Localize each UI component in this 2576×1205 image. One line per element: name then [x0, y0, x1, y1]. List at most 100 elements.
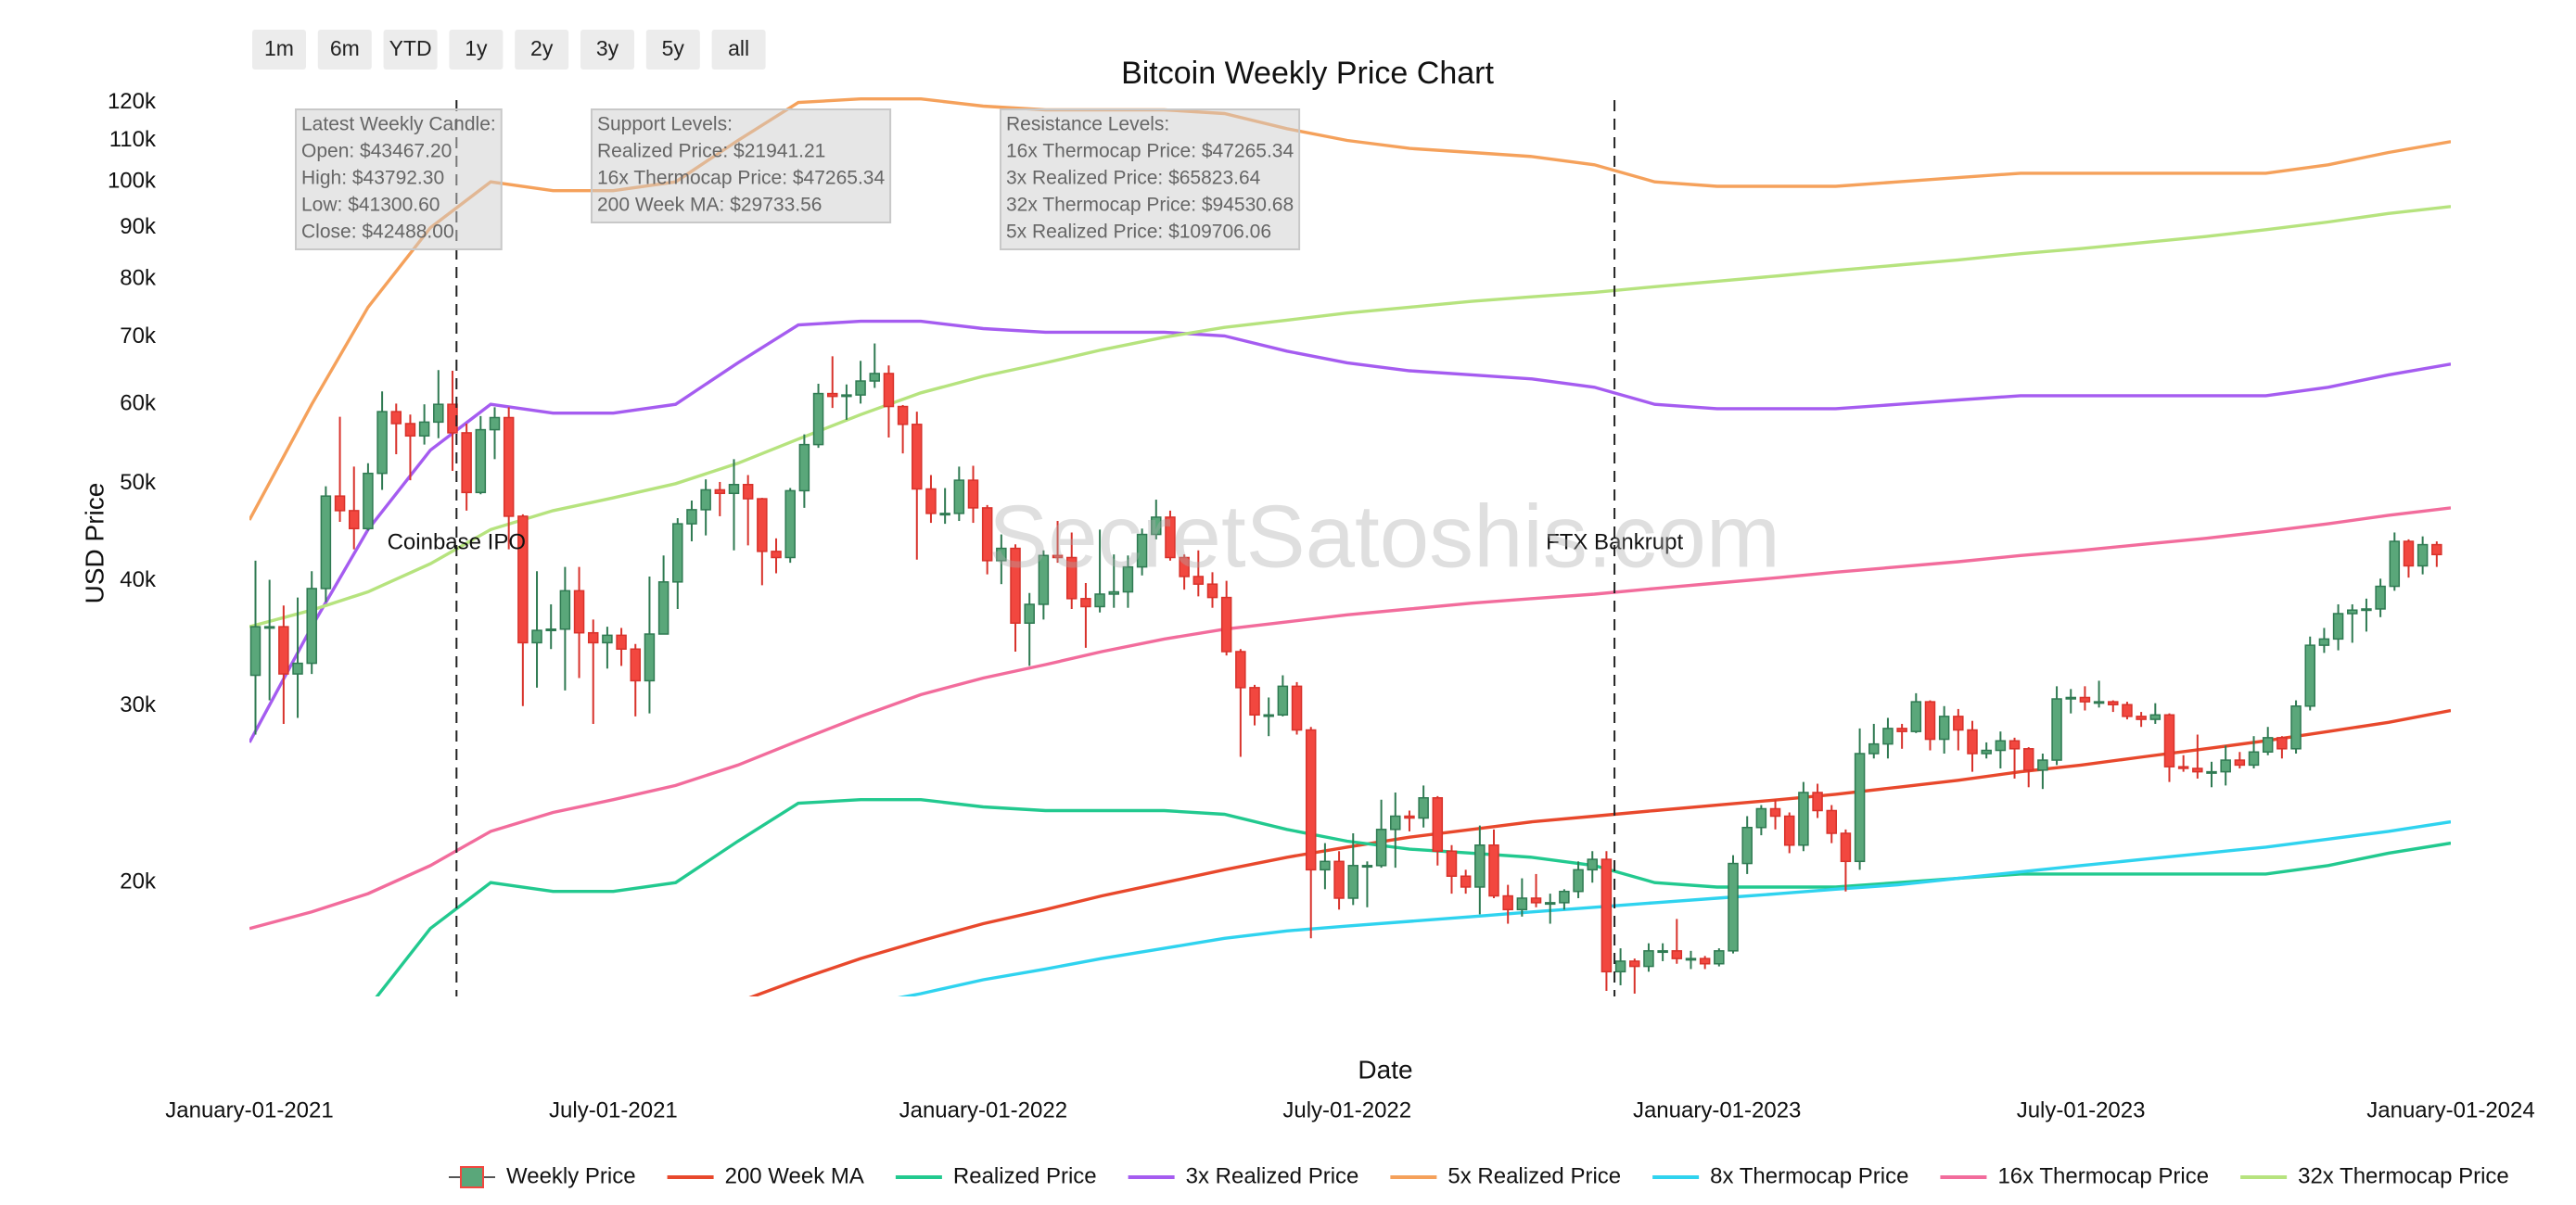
candle-body	[1671, 950, 1683, 959]
candle-body	[418, 421, 430, 438]
candle-body	[517, 515, 529, 644]
candle-body	[1967, 729, 1978, 755]
candle-body	[1614, 960, 1626, 973]
candle-body	[320, 495, 332, 590]
candle-body	[1320, 860, 1331, 871]
range-button-label[interactable]: all	[728, 36, 749, 60]
range-button[interactable]: all	[711, 30, 766, 70]
candle-body	[2108, 701, 2119, 705]
x-tick-label: July-01-2022	[1282, 1097, 1411, 1123]
candle-body	[1446, 850, 1458, 877]
candle-body	[1714, 950, 1725, 965]
range-button[interactable]: YTD	[383, 30, 438, 70]
range-button[interactable]: 2y	[515, 30, 569, 70]
range-button-bg[interactable]	[449, 30, 504, 70]
candle-body	[826, 392, 838, 398]
candle-body	[2192, 767, 2203, 773]
range-button[interactable]: 1y	[449, 30, 504, 70]
range-button-label[interactable]: 3y	[596, 36, 619, 60]
candle-body	[433, 403, 444, 424]
x-tick-label: January-01-2022	[899, 1097, 1067, 1123]
candle-body	[784, 489, 796, 559]
range-button-label[interactable]: 1m	[264, 36, 294, 60]
lines-layer	[249, 97, 2451, 996]
info-box-title: Resistance Levels:	[1006, 114, 1169, 135]
range-button-bg[interactable]	[383, 30, 438, 70]
range-button-label[interactable]: 2y	[530, 36, 554, 60]
candle-body	[672, 523, 683, 583]
candle-body	[1249, 687, 1260, 717]
candle-body	[2304, 644, 2315, 707]
candle-body	[2417, 543, 2429, 567]
range-button-bg[interactable]	[711, 30, 766, 70]
candle-body	[306, 588, 317, 665]
range-button-bg[interactable]	[317, 30, 372, 70]
range-button[interactable]: 1m	[252, 30, 306, 70]
range-button-bg[interactable]	[645, 30, 700, 70]
candle-body	[489, 416, 501, 431]
candle-body	[1094, 593, 1105, 608]
range-button[interactable]: 6m	[317, 30, 372, 70]
candle-body	[2318, 638, 2330, 646]
candle-body	[841, 394, 852, 398]
candle-body	[1685, 958, 1697, 961]
range-button-bg[interactable]	[580, 30, 634, 70]
candle-body	[1573, 869, 1584, 893]
candle-body	[348, 510, 360, 530]
candle-body	[1122, 565, 1134, 593]
candle-body	[2361, 608, 2372, 612]
range-button-label[interactable]: 1y	[465, 36, 488, 60]
info-box-line: 5x Realized Price: $109706.06	[1006, 222, 1271, 243]
legend-label: 32x Thermocap Price	[2298, 1163, 2509, 1188]
candle-body	[475, 428, 487, 494]
candle-body	[714, 488, 726, 495]
candle-body	[1108, 590, 1120, 595]
candle-body	[771, 551, 782, 559]
candle-body	[292, 662, 303, 675]
candle-body	[855, 380, 866, 396]
candle-body	[2403, 540, 2415, 567]
candle-body	[363, 472, 374, 530]
candle-body	[278, 626, 289, 675]
candle-body	[1460, 875, 1472, 888]
range-button[interactable]: 3y	[580, 30, 634, 70]
candle-body	[531, 629, 542, 644]
candle-body	[587, 631, 599, 644]
range-button-label[interactable]: YTD	[389, 36, 432, 60]
info-box-line: Realized Price: $21941.21	[597, 141, 825, 162]
candle-body	[1699, 958, 1711, 965]
candle-body	[1587, 858, 1598, 871]
event-label: Coinbase IPO	[388, 529, 526, 554]
range-button-label[interactable]: 6m	[330, 36, 360, 60]
candle-body	[1220, 596, 1232, 653]
candle-body	[1192, 576, 1205, 585]
candle-body	[1600, 858, 1613, 973]
indicator-line	[748, 708, 2451, 996]
info-box-line: Low: $41300.60	[301, 195, 440, 216]
candle-body	[1516, 897, 1528, 911]
candle-body	[630, 648, 642, 682]
candle-body	[1418, 797, 1429, 819]
indicator-line	[249, 319, 2451, 743]
candle-body	[1882, 728, 1894, 745]
range-button-bg[interactable]	[515, 30, 569, 70]
candle-body	[1530, 897, 1542, 904]
candle-body	[2177, 766, 2189, 769]
candle-body	[1643, 950, 1654, 968]
candle-body	[1235, 651, 1246, 689]
info-box-bg	[591, 108, 892, 223]
info-box-line: 16x Thermocap Price: $47265.34	[1006, 141, 1294, 162]
candle-body	[939, 513, 950, 516]
candle-body	[1404, 815, 1415, 819]
range-button-bg[interactable]	[252, 30, 306, 70]
candle-body	[1953, 716, 1964, 731]
legend-label: Realized Price	[953, 1163, 1097, 1188]
info-box-line: 200 Week MA: $29733.56	[597, 195, 822, 216]
x-tick-label: July-01-2023	[2017, 1097, 2146, 1123]
event-label: FTX Bankrupt	[1546, 529, 1683, 554]
range-button[interactable]: 5y	[645, 30, 700, 70]
legend-label: 200 Week MA	[725, 1163, 864, 1188]
candle-body	[334, 495, 346, 512]
range-button-label[interactable]: 5y	[662, 36, 685, 60]
